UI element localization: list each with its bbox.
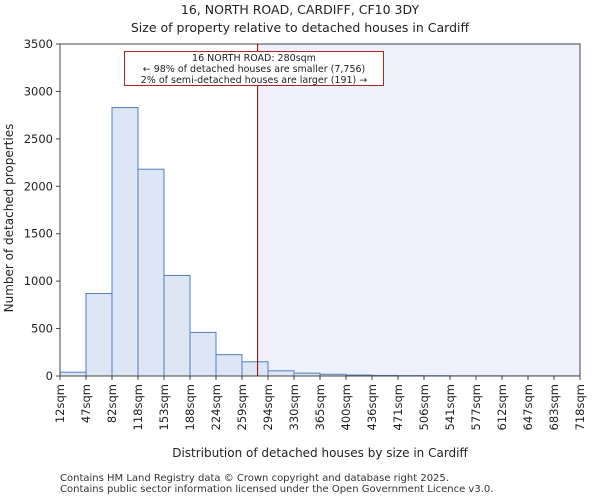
x-tick-label: 436sqm [365, 384, 379, 430]
annotation-line-3: 2% of semi-detached houses are larger (1… [140, 75, 368, 86]
annotation-line-2: ← 98% of detached houses are smaller (7,… [142, 64, 366, 75]
y-tick-label: 500 [31, 322, 53, 336]
x-axis-label: Distribution of detached houses by size … [172, 446, 468, 460]
x-tick-label: 541sqm [443, 384, 457, 430]
x-tick-label: 47sqm [79, 384, 93, 423]
histogram-bar [111, 107, 139, 377]
y-tick-label: 1000 [24, 274, 53, 288]
x-tick-label: 294sqm [261, 384, 275, 430]
histogram-bar [189, 331, 217, 377]
x-tick-label: 153sqm [157, 384, 171, 430]
histogram-bar [85, 292, 113, 377]
y-tick-label: 3500 [24, 37, 53, 51]
x-tick-label: 188sqm [183, 384, 197, 430]
x-tick-label: 612sqm [495, 384, 509, 430]
x-tick-label: 12sqm [53, 384, 67, 423]
chart-title: 16, NORTH ROAD, CARDIFF, CF10 3DY [180, 2, 420, 17]
histogram-bar [59, 371, 87, 377]
chart-subtitle: Size of property relative to detached ho… [130, 20, 470, 35]
y-tick-label: 2000 [24, 179, 53, 193]
x-tick-label: 683sqm [547, 384, 561, 430]
x-tick-label: 471sqm [391, 384, 405, 430]
y-axis-label: Number of detached properties [2, 124, 16, 313]
x-tick-label: 82sqm [105, 384, 119, 423]
x-tick-label: 718sqm [573, 384, 587, 430]
y-tick-label: 0 [46, 369, 53, 383]
x-tick-label: 118sqm [131, 384, 145, 430]
histogram-bar [215, 354, 243, 377]
footer-line-2: Contains public sector information licen… [60, 484, 494, 495]
x-tick-label: 365sqm [313, 384, 327, 430]
x-tick-label: 400sqm [339, 384, 353, 430]
histogram-bar [241, 361, 269, 377]
annotation-line-1: 16 NORTH ROAD: 280sqm [192, 53, 316, 64]
histogram-bar [163, 274, 191, 377]
histogram-bar [267, 370, 295, 377]
y-tick-label: 1500 [24, 227, 53, 241]
histogram-bar [137, 168, 165, 377]
x-tick-label: 330sqm [287, 384, 301, 430]
x-tick-label: 224sqm [209, 384, 223, 430]
property-annotation: 16 NORTH ROAD: 280sqm ← 98% of detached … [124, 51, 384, 86]
x-tick-label: 647sqm [521, 384, 535, 430]
x-tick-label: 506sqm [417, 384, 431, 430]
y-tick-label: 2500 [24, 132, 53, 146]
x-tick-label: 577sqm [469, 384, 483, 430]
y-tick-label: 3000 [24, 84, 53, 98]
larger-region-shade [257, 44, 580, 376]
footer-line-1: Contains HM Land Registry data © Crown c… [60, 473, 449, 484]
x-tick-label: 259sqm [235, 384, 249, 430]
